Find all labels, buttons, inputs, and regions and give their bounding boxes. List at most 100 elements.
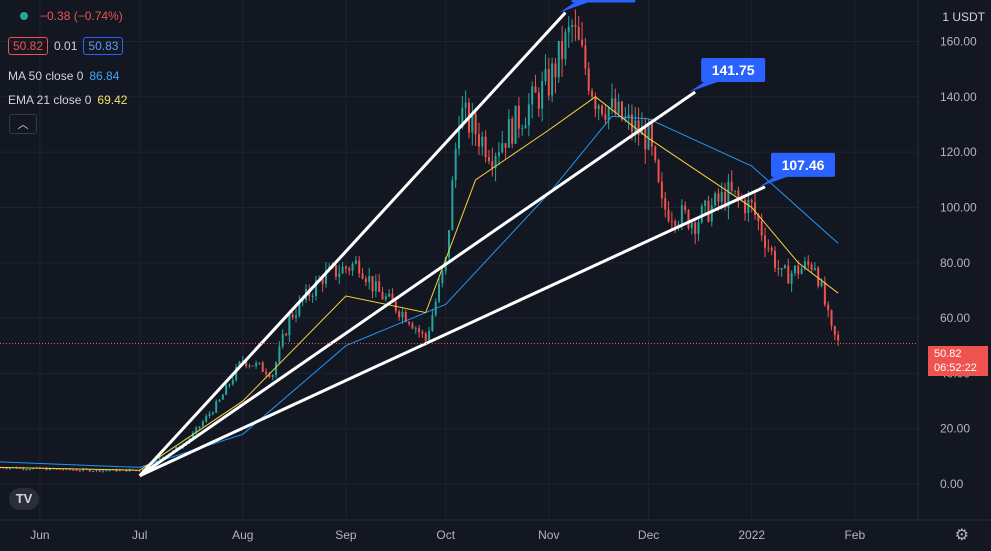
visibility-icon[interactable] bbox=[20, 12, 28, 20]
candle-body bbox=[827, 304, 830, 311]
candle-body bbox=[228, 384, 231, 386]
candle-body bbox=[654, 146, 657, 161]
callout-label: 107.46 bbox=[782, 157, 825, 173]
candle-body bbox=[195, 427, 198, 433]
price-tick-label: 60.00 bbox=[940, 311, 970, 325]
candle-body bbox=[461, 107, 464, 128]
sell-price-button[interactable]: 50.82 bbox=[8, 37, 49, 55]
candle-body bbox=[205, 416, 208, 422]
price-tick-label: 80.00 bbox=[940, 256, 970, 270]
candle-body bbox=[211, 412, 214, 414]
candle-body bbox=[281, 334, 284, 347]
callout-box bbox=[571, 0, 636, 3]
candle-body bbox=[714, 193, 717, 206]
candle-body bbox=[534, 86, 537, 93]
candle-body bbox=[810, 264, 813, 270]
candle-body bbox=[577, 26, 580, 40]
candle-body bbox=[787, 265, 790, 284]
candle-body bbox=[707, 200, 710, 222]
candle-body bbox=[161, 456, 164, 458]
candle-body bbox=[201, 421, 204, 427]
candle-body bbox=[724, 191, 727, 208]
candle-body bbox=[687, 210, 690, 229]
candle-body bbox=[700, 206, 703, 223]
candle-body bbox=[361, 273, 364, 279]
current-price-tag: 50.82 06:52:22 bbox=[928, 346, 988, 376]
candle-body bbox=[591, 90, 594, 97]
legend-ma-row[interactable]: MA 50 close 0 86.84 bbox=[8, 69, 119, 83]
candle-body bbox=[424, 333, 427, 341]
candle-body bbox=[477, 134, 480, 147]
candle-body bbox=[265, 371, 268, 375]
candle-body bbox=[571, 24, 574, 27]
candle-body bbox=[95, 469, 98, 471]
candle-body bbox=[637, 120, 640, 135]
candle-body bbox=[594, 96, 597, 110]
candle-body bbox=[664, 198, 667, 210]
candle-body bbox=[807, 261, 810, 265]
candle-body bbox=[354, 260, 357, 264]
candle-body bbox=[364, 278, 367, 283]
time-axis-ticks: Jun Jul Aug Sep Oct Nov Dec 2022 Feb bbox=[30, 528, 865, 542]
price-unit[interactable]: 1 USDT bbox=[942, 10, 985, 24]
legend-change-row: −0.38 (−0.74%) bbox=[8, 9, 123, 23]
candle-body bbox=[344, 266, 347, 269]
candle-body bbox=[531, 86, 534, 105]
time-tick-label: Jun bbox=[30, 528, 49, 542]
candle-body bbox=[617, 101, 620, 114]
callout-pointer bbox=[559, 0, 594, 13]
candle-body bbox=[551, 63, 554, 96]
candle-body bbox=[783, 265, 786, 268]
candle-body bbox=[441, 271, 444, 284]
candle-body bbox=[408, 321, 411, 324]
candle-body bbox=[248, 365, 251, 367]
candle-body bbox=[670, 220, 673, 222]
trendlines bbox=[138, 11, 766, 478]
ma50-line bbox=[0, 115, 839, 468]
candle-body bbox=[607, 107, 610, 120]
gear-icon[interactable]: ⚙ bbox=[954, 527, 969, 544]
legend-ema-row[interactable]: EMA 21 close 0 69.42 bbox=[8, 93, 127, 107]
candle-body bbox=[650, 122, 653, 147]
candle-body bbox=[368, 276, 371, 283]
candle-body bbox=[231, 380, 234, 385]
candle-body bbox=[431, 315, 434, 331]
candle-body bbox=[334, 264, 337, 277]
candle-body bbox=[5, 468, 8, 470]
candle-body bbox=[764, 235, 766, 248]
candle-body bbox=[514, 105, 517, 144]
candle-body bbox=[584, 45, 587, 69]
time-tick-label: Jul bbox=[132, 528, 147, 542]
trendline bbox=[138, 11, 567, 477]
candle-body bbox=[481, 136, 484, 147]
candle-body bbox=[268, 374, 271, 377]
candle-body bbox=[614, 98, 617, 114]
candle-body bbox=[567, 26, 570, 33]
ema21-line bbox=[0, 96, 839, 471]
collapse-legend-button[interactable]: ︿ bbox=[9, 114, 37, 134]
candle-body bbox=[760, 221, 763, 236]
price-tick-label: 140.00 bbox=[940, 90, 977, 104]
candle-body bbox=[384, 296, 387, 300]
candle-body bbox=[238, 361, 241, 368]
candle-body bbox=[324, 270, 327, 284]
candle-body bbox=[813, 267, 816, 270]
candle-body bbox=[737, 190, 740, 198]
candle-body bbox=[767, 247, 770, 249]
candle-body bbox=[421, 331, 424, 334]
candle-body bbox=[597, 105, 600, 110]
candle-body bbox=[45, 468, 48, 471]
candle-body bbox=[644, 126, 647, 150]
candle-body bbox=[517, 105, 520, 129]
tradingview-logo[interactable]: TV bbox=[9, 488, 39, 510]
candle-body bbox=[351, 263, 354, 271]
chevron-up-icon: ︿ bbox=[17, 119, 29, 131]
candle-body bbox=[757, 214, 760, 222]
price-tick-label: 20.00 bbox=[940, 422, 970, 436]
candle-body bbox=[0, 467, 1, 469]
candle-body bbox=[454, 148, 457, 181]
candle-body bbox=[261, 362, 264, 372]
candle-body bbox=[547, 69, 550, 96]
buy-price-button[interactable]: 50.83 bbox=[83, 37, 124, 55]
